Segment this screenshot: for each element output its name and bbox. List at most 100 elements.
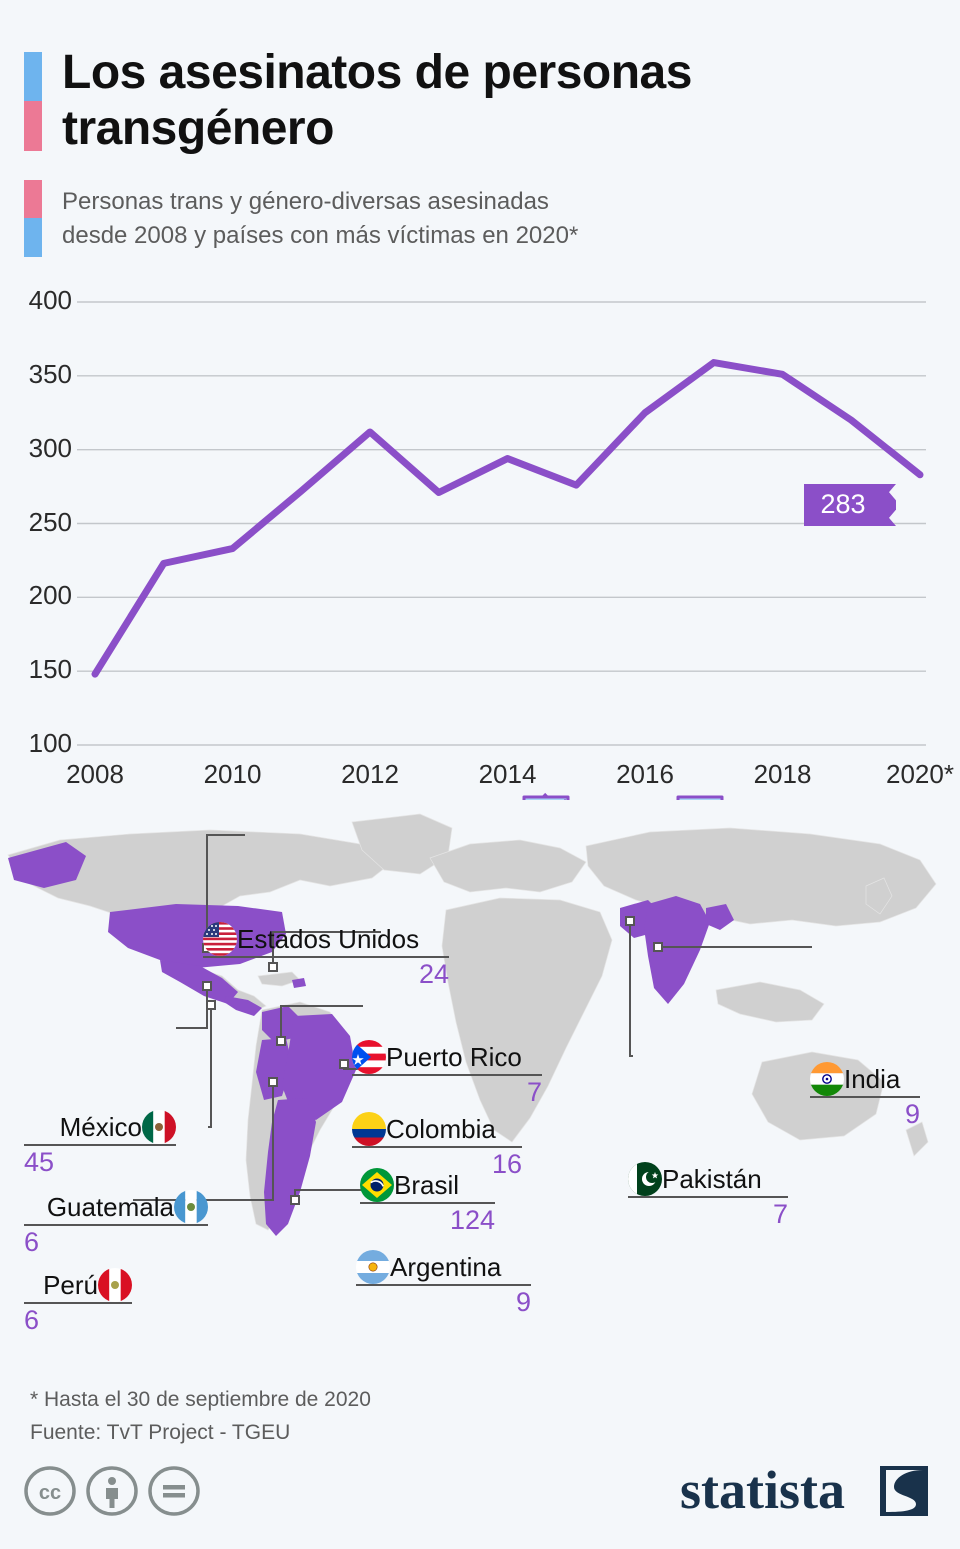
callout-india-value: 9 — [904, 1099, 920, 1129]
page-subtitle-line-1: Personas trans y género-diversas asesina… — [62, 188, 549, 215]
callout-mexico-row: México — [24, 1110, 176, 1144]
footnote: * Hasta el 30 de septiembre de 2020 Fuen… — [30, 1384, 371, 1449]
x-tick-2008: 2008 — [66, 759, 124, 789]
x-tick-2012: 2012 — [341, 759, 399, 789]
footer: * Hasta el 30 de septiembre de 2020 Fuen… — [0, 1370, 960, 1549]
x-tick-2018: 2018 — [753, 759, 812, 789]
y-tick-350: 350 — [28, 358, 72, 389]
callout-pakistan-value: 7 — [772, 1199, 788, 1229]
chart-series-line — [91, 359, 924, 678]
callout-colombia[interactable]: Colombia 16 — [352, 1112, 522, 1178]
x-tick-2016: 2016 — [616, 759, 674, 789]
callout-argentina[interactable]: Argentina 9 — [356, 1250, 531, 1316]
x-tick-2020: 2020* — [886, 759, 954, 789]
callout-argentina-rule — [356, 1284, 531, 1286]
callout-estados-unidos-label: Estados Unidos — [237, 924, 420, 954]
value-badge-label: 283 — [820, 489, 866, 520]
x-tick-2010: 2010 — [203, 759, 262, 789]
y-tick-150: 150 — [28, 654, 72, 685]
callout-mexico[interactable]: México 45 — [24, 1110, 176, 1176]
highlight-alaska — [8, 842, 86, 888]
callout-brasil-value: 124 — [449, 1205, 495, 1235]
title-accent-pink — [24, 101, 42, 151]
callout-mexico-label: México — [59, 1112, 142, 1142]
highlight-brazil — [282, 1014, 356, 1120]
page-subtitle-line-2: desde 2008 y países con más víctimas en … — [62, 222, 579, 250]
flag-pe-icon — [98, 1268, 132, 1302]
chart-canvas — [77, 301, 926, 746]
chart-value-annotation: 283 — [804, 483, 900, 531]
y-tick-200: 200 — [28, 580, 72, 611]
subtitle-accent-pink — [24, 180, 42, 218]
callout-pakistan-label: Pakistán — [662, 1164, 762, 1194]
page-title-line-2: transgénero — [62, 101, 334, 155]
callout-mexico-rule — [24, 1144, 176, 1146]
callout-estados-unidos-rule — [203, 956, 449, 958]
svg-text:cc: cc — [39, 1482, 61, 1504]
callout-brasil-row: Brasil — [360, 1168, 495, 1202]
callout-estados-unidos-value: 24 — [418, 959, 449, 989]
callout-colombia-value: 16 — [491, 1149, 522, 1179]
page-subtitle: Personas trans y género-diversas asesina… — [62, 185, 922, 253]
y-tick-300: 300 — [28, 432, 72, 463]
page-title: Los asesinatos de personas transgénero — [62, 45, 912, 156]
callout-puerto-rico-value: 7 — [526, 1077, 542, 1107]
value-badge-shape — [804, 483, 900, 526]
callout-peru-label: Perú — [43, 1270, 98, 1300]
callout-estados-unidos[interactable]: Estados Unidos 24 — [203, 922, 449, 988]
map-highlighted-countries — [8, 842, 734, 1236]
callout-mexico-value: 45 — [24, 1147, 55, 1177]
callout-peru-rule — [24, 1302, 132, 1304]
title-accent-blue — [24, 52, 42, 101]
highlight-bangladesh — [706, 904, 734, 930]
callout-brasil-label: Brasil — [394, 1170, 460, 1200]
footnote-line-1: * Hasta el 30 de septiembre de 2020 — [30, 1388, 371, 1411]
callout-colombia-rule — [352, 1146, 522, 1148]
highlight-guatemala — [224, 996, 262, 1016]
callout-pakistan-row: Pakistán — [628, 1162, 788, 1196]
callout-puerto-rico-rule — [352, 1074, 542, 1076]
flag-in-icon — [810, 1062, 844, 1096]
highlight-mexico — [160, 960, 238, 1004]
x-tick-2014: 2014 — [478, 759, 537, 789]
statista-wordmark: statista — [680, 1460, 845, 1520]
highlight-puertorico — [292, 978, 306, 988]
callout-india[interactable]: India 9 — [810, 1062, 920, 1128]
flag-pk-icon — [628, 1162, 662, 1196]
callout-puerto-rico-label: Puerto Rico — [386, 1042, 522, 1072]
footnote-line-2: Fuente: TvT Project - TGEU — [30, 1420, 291, 1444]
callout-argentina-row: Argentina — [356, 1250, 531, 1284]
highlight-india — [644, 896, 710, 1004]
callout-argentina-label: Argentina — [390, 1252, 502, 1282]
callout-pakistan-rule — [628, 1196, 788, 1198]
callout-colombia-label: Colombia — [386, 1114, 496, 1144]
callout-brasil[interactable]: Brasil 124 — [360, 1168, 495, 1234]
callout-guatemala-value: 6 — [24, 1227, 40, 1257]
creative-commons-icons[interactable]: cc — [24, 1465, 200, 1517]
callout-brasil-rule — [360, 1202, 495, 1204]
callout-guatemala-rule — [24, 1224, 208, 1226]
callout-colombia-row: Colombia — [352, 1112, 522, 1146]
cc-by-icon[interactable] — [86, 1465, 138, 1517]
callout-peru-row: Perú — [24, 1268, 132, 1302]
world-map: Estados Unidos 24 Puerto Rico 7 — [0, 800, 960, 1370]
callout-guatemala[interactable]: Guatemala 6 — [24, 1190, 208, 1256]
callout-india-label: India — [844, 1064, 901, 1094]
callout-guatemala-label: Guatemala — [46, 1192, 174, 1222]
callout-pakistan[interactable]: Pakistán 7 — [628, 1162, 788, 1228]
callout-india-row: India — [810, 1062, 920, 1096]
statista-logo[interactable]: statista — [680, 1460, 930, 1527]
highlight-usa — [108, 904, 286, 968]
world-map-canvas — [0, 800, 960, 1370]
flag-mx-icon — [142, 1110, 176, 1144]
cc-icon[interactable]: cc — [24, 1465, 76, 1517]
y-tick-100: 100 — [28, 728, 72, 758]
cc-nd-icon[interactable] — [148, 1465, 200, 1517]
callout-peru-value: 6 — [24, 1305, 40, 1335]
subtitle-accent-blue — [24, 218, 42, 257]
callout-puerto-rico[interactable]: Puerto Rico 7 — [352, 1040, 542, 1106]
callout-argentina-value: 9 — [515, 1287, 531, 1317]
flag-us-icon — [203, 922, 237, 956]
callout-peru[interactable]: Perú 6 — [24, 1268, 132, 1334]
flag-ar-icon — [356, 1250, 390, 1284]
